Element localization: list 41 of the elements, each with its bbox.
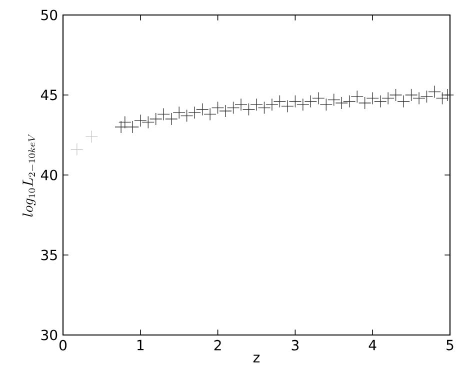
y-tick-label: 30: [41, 330, 58, 340]
point: [211, 101, 224, 114]
point: [150, 112, 162, 126]
point: [219, 104, 232, 118]
point: [374, 95, 387, 108]
point: [226, 101, 240, 114]
x-axis-title: z: [253, 354, 260, 362]
point: [404, 88, 418, 102]
y-tick-label: 45: [40, 90, 57, 100]
point: [382, 92, 394, 105]
point: [441, 88, 454, 102]
point: [288, 95, 302, 108]
point: [420, 90, 434, 103]
x-tick-label: 1: [137, 340, 144, 350]
point: [114, 120, 128, 134]
point: [250, 98, 263, 111]
y-tick-label: 35: [41, 250, 57, 260]
y-tick-label: 50: [41, 10, 58, 20]
point: [258, 101, 271, 114]
point: [172, 106, 186, 119]
point: [180, 109, 194, 122]
y-tick-label: 40: [40, 170, 58, 180]
point: [188, 106, 201, 119]
point: [412, 92, 426, 105]
x-tick-label: 4: [368, 340, 376, 350]
point: [343, 95, 356, 108]
y-axis-title: $log_{10}L_{2-10keV}$: [22, 134, 36, 217]
point: [134, 114, 147, 127]
x-tick-label: 3: [292, 340, 299, 350]
point: [304, 95, 318, 108]
point: [85, 130, 98, 143]
point: [366, 92, 379, 105]
point: [296, 98, 310, 111]
point: [335, 96, 348, 110]
point: [328, 93, 340, 106]
x-tick-label: 5: [446, 340, 454, 350]
x-tick-label: 2: [214, 340, 221, 350]
point: [70, 143, 84, 156]
point: [142, 116, 154, 129]
x-tick-label: 0: [59, 340, 67, 350]
point: [266, 98, 278, 111]
